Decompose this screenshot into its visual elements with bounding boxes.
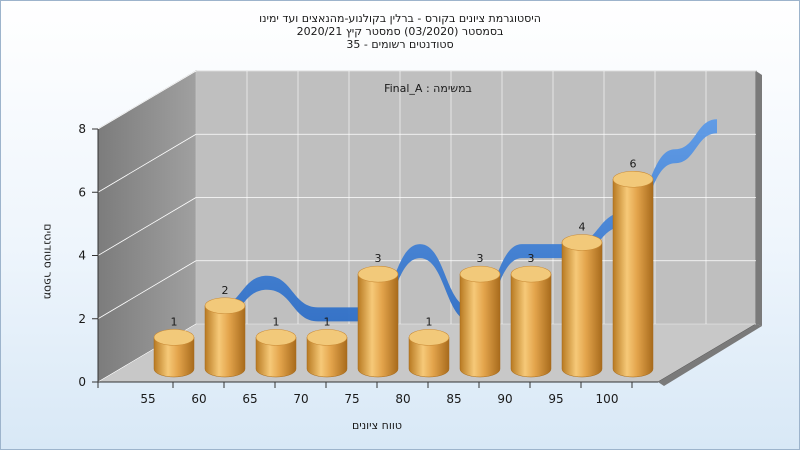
bar-85: 3 [459,252,501,378]
bar-value-label: 6 [630,157,637,170]
bar-body [255,337,297,378]
bar-body [408,337,450,378]
x-tick-label: 90 [497,392,512,406]
bar-body [306,337,348,378]
grid-line-side [97,197,197,256]
chart-subtitle-semester: בסמסטר (03/2020) סמסטר קיץ 2020/21 [296,25,504,38]
bar-100: 6 [612,157,654,378]
bar-60: 2 [204,284,246,378]
floor-shadow [658,324,762,386]
y-tick-label: 0 [78,375,86,389]
bar-top [204,297,246,315]
bar-value-label: 1 [171,315,178,328]
bar-body [153,337,195,378]
bar-value-label: 3 [477,252,484,265]
bar-value-label: 2 [222,284,229,297]
chart-subtitle-students: סטודנטים רשומים - 35 [346,38,454,51]
bar-top [459,265,501,283]
bar-body [357,273,399,378]
x-tick-label: 75 [344,392,359,406]
x-tick-label: 55 [140,392,155,406]
grid-line-side [97,260,197,320]
bar-top [357,265,399,283]
bar-body [561,242,603,378]
x-tick-label: 65 [242,392,257,406]
y-tick-label: 6 [78,185,86,199]
bar-top [153,329,195,346]
bar-value-label: 1 [426,315,433,328]
axes: 0 2 4 6 8 55 60 65 70 75 80 85 90 95 100 [78,122,658,406]
bar-top [612,170,654,188]
y-axis-title: מספר סטודנטים [41,223,55,300]
bar-top [510,265,552,283]
back-wall-shadow [756,71,762,326]
bar-body [204,305,246,378]
bar-55: 1 [153,315,195,378]
bar-value-label: 1 [324,315,331,328]
bar-75: 3 [357,252,399,378]
x-axis-title: טווח ציונים [352,419,402,432]
panel-label: Final_A : במשימה [384,82,472,95]
bar-value-label: 1 [273,315,280,328]
grid-line-side [97,133,197,193]
bar-value-label: 3 [375,252,382,265]
bar-value-label: 4 [579,221,586,234]
x-tick-label: 80 [395,392,410,406]
bar-top [255,329,297,346]
x-tick-label: 85 [446,392,461,406]
bar-90: 3 [510,252,552,378]
x-tick-label: 70 [293,392,308,406]
bar-95: 4 [561,221,603,378]
bar-value-label: 3 [528,252,535,265]
x-tick-label: 100 [596,392,619,406]
bar-top [408,329,450,346]
bar-65: 1 [255,315,297,378]
bar-80: 1 [408,315,450,378]
bar-top [561,234,603,251]
bar-top [306,329,348,346]
x-tick-label: 95 [548,392,563,406]
bar-70: 1 [306,315,348,378]
y-tick-label: 2 [78,312,86,326]
bar-series: 1 2 1 1 3 1 3 3 4 6 [153,157,654,378]
grid-line-side [97,70,197,130]
grid-lines [97,70,756,383]
y-tick-label: 4 [78,249,86,263]
bar-body [510,273,552,378]
bar-body [459,273,501,378]
chart-title: היסטוגרמת ציונים בקורס - ברלין בקולנוע-מ… [259,12,541,25]
y-tick-label: 8 [78,122,86,136]
x-tick-label: 60 [191,392,206,406]
bar-body [612,179,654,378]
